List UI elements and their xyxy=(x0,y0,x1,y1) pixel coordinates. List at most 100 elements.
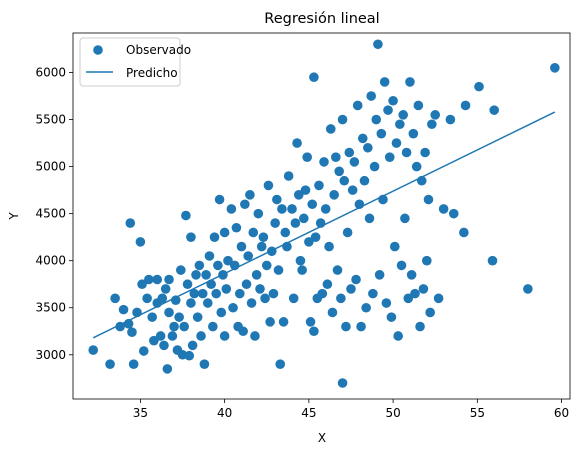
data-point xyxy=(118,304,129,315)
data-point xyxy=(219,331,230,341)
data-point xyxy=(157,293,168,304)
data-point xyxy=(489,105,499,115)
data-point xyxy=(388,95,398,106)
data-point xyxy=(149,335,159,346)
data-point xyxy=(361,302,371,313)
data-point xyxy=(332,265,343,275)
data-point xyxy=(487,255,498,266)
data-point xyxy=(411,161,422,172)
data-point xyxy=(213,260,223,271)
data-point xyxy=(162,364,173,374)
data-point xyxy=(199,359,210,369)
data-point xyxy=(228,302,238,313)
data-point xyxy=(310,232,321,242)
data-point xyxy=(550,63,560,73)
data-point xyxy=(415,321,425,332)
y-tick-label: 4500 xyxy=(35,207,66,221)
data-point xyxy=(391,138,402,148)
data-point xyxy=(147,312,157,322)
data-point xyxy=(347,185,358,195)
x-tick-label: 45 xyxy=(301,406,316,420)
data-point xyxy=(142,293,152,304)
data-point xyxy=(331,152,341,162)
data-point xyxy=(297,265,307,275)
data-point xyxy=(305,317,316,327)
data-point xyxy=(184,350,195,361)
data-point xyxy=(366,91,377,101)
data-point xyxy=(236,241,247,252)
data-point xyxy=(460,100,471,111)
data-point xyxy=(300,185,311,195)
x-axis-label: X xyxy=(318,431,326,445)
data-point xyxy=(204,251,215,261)
data-point xyxy=(223,255,233,266)
data-point xyxy=(260,293,270,304)
data-point xyxy=(334,166,344,177)
data-point xyxy=(144,274,154,285)
data-point xyxy=(459,227,469,238)
data-point xyxy=(169,321,179,332)
data-point xyxy=(137,279,147,290)
data-point xyxy=(423,194,434,205)
data-point xyxy=(393,331,403,341)
y-axis-label: Y xyxy=(7,212,21,221)
legend-label-observado: Observado xyxy=(126,43,191,57)
data-point xyxy=(105,359,115,369)
data-point xyxy=(364,213,375,224)
data-point xyxy=(396,260,407,271)
data-point xyxy=(406,270,417,280)
data-point xyxy=(241,279,252,290)
data-point xyxy=(349,157,360,167)
data-point xyxy=(351,274,361,285)
plot-area xyxy=(88,39,560,388)
x-tick-label: 35 xyxy=(133,406,148,420)
data-point xyxy=(425,307,435,318)
data-point xyxy=(314,180,324,191)
data-point xyxy=(344,147,355,158)
data-point xyxy=(309,326,319,337)
data-point xyxy=(181,210,191,221)
data-point xyxy=(302,152,312,162)
data-point xyxy=(261,260,272,271)
data-point xyxy=(337,114,348,125)
y-tick-label: 3500 xyxy=(35,301,66,315)
data-point xyxy=(164,307,174,318)
data-point xyxy=(400,213,410,224)
regression-line xyxy=(92,111,556,339)
data-point xyxy=(263,180,274,191)
x-tick-label: 50 xyxy=(385,406,400,420)
data-point xyxy=(383,105,393,115)
data-point xyxy=(255,284,265,294)
y-tick-label: 4000 xyxy=(35,254,66,268)
data-point xyxy=(433,293,444,304)
data-point xyxy=(245,190,255,200)
data-point xyxy=(273,265,284,275)
data-point xyxy=(88,345,99,355)
x-axis: 35 40 45 50 55 60 xyxy=(133,399,569,420)
data-point xyxy=(270,218,280,228)
axes-frame xyxy=(72,32,571,400)
data-point xyxy=(374,270,385,280)
data-point xyxy=(336,293,346,304)
data-point xyxy=(319,157,329,167)
y-tick-label: 5000 xyxy=(35,160,66,174)
data-point xyxy=(155,331,166,341)
data-point xyxy=(290,218,301,228)
chart-title: Regresión lineal xyxy=(264,11,379,27)
data-point xyxy=(356,321,366,332)
data-point xyxy=(253,208,264,219)
data-point xyxy=(152,274,163,285)
data-point xyxy=(309,72,319,83)
data-point xyxy=(272,194,282,205)
data-point xyxy=(363,142,373,153)
data-point xyxy=(357,133,368,144)
data-point xyxy=(179,321,189,332)
data-point xyxy=(292,138,302,148)
data-point xyxy=(110,293,120,304)
data-point xyxy=(268,288,279,299)
data-point xyxy=(176,265,186,275)
data-point xyxy=(342,227,353,238)
data-point xyxy=(160,284,171,294)
data-point xyxy=(240,199,250,210)
data-point xyxy=(251,270,262,280)
